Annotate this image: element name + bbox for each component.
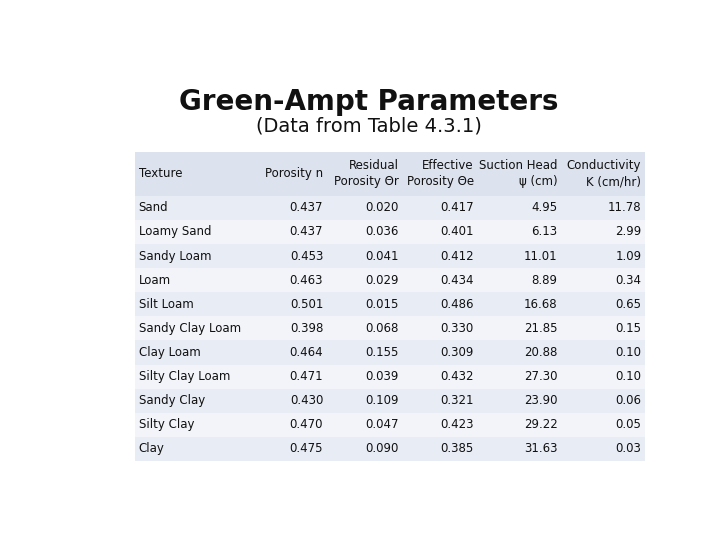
Text: 6.13: 6.13 — [531, 226, 557, 239]
Text: Silty Clay Loam: Silty Clay Loam — [138, 370, 230, 383]
Text: Residual
Porosity Θr: Residual Porosity Θr — [333, 159, 399, 188]
Text: 0.036: 0.036 — [365, 226, 399, 239]
Text: Porosity n: Porosity n — [265, 167, 323, 180]
Text: 0.453: 0.453 — [290, 249, 323, 262]
Text: 29.22: 29.22 — [524, 418, 557, 431]
Bar — [135, 292, 645, 316]
Bar — [135, 364, 645, 389]
Text: 1.09: 1.09 — [615, 249, 642, 262]
Text: Clay Loam: Clay Loam — [138, 346, 200, 359]
Text: 20.88: 20.88 — [524, 346, 557, 359]
Text: 0.155: 0.155 — [365, 346, 399, 359]
Text: Conductivity
K (cm/hr): Conductivity K (cm/hr) — [567, 159, 642, 188]
Bar — [135, 413, 645, 437]
Text: 11.01: 11.01 — [524, 249, 557, 262]
Text: 0.486: 0.486 — [441, 298, 474, 311]
Text: 0.109: 0.109 — [365, 394, 399, 407]
Text: 4.95: 4.95 — [531, 201, 557, 214]
Text: 0.090: 0.090 — [365, 442, 399, 456]
Bar — [135, 316, 645, 341]
Text: 0.15: 0.15 — [616, 322, 642, 335]
Text: Effective
Porosity Θe: Effective Porosity Θe — [407, 159, 474, 188]
Text: 0.437: 0.437 — [289, 226, 323, 239]
Bar — [135, 341, 645, 364]
Text: Loam: Loam — [138, 274, 171, 287]
Bar — [135, 389, 645, 413]
Text: Sandy Loam: Sandy Loam — [138, 249, 211, 262]
Text: Sandy Clay: Sandy Clay — [138, 394, 204, 407]
Text: 0.401: 0.401 — [441, 226, 474, 239]
Text: 0.501: 0.501 — [290, 298, 323, 311]
Text: 0.015: 0.015 — [365, 298, 399, 311]
Text: 16.68: 16.68 — [524, 298, 557, 311]
Text: 0.06: 0.06 — [616, 394, 642, 407]
Text: Clay: Clay — [138, 442, 164, 456]
Text: 0.432: 0.432 — [441, 370, 474, 383]
Text: Silt Loam: Silt Loam — [138, 298, 193, 311]
Bar — [135, 220, 645, 244]
Text: Suction Head
ψ (cm): Suction Head ψ (cm) — [479, 159, 557, 188]
Text: 2.99: 2.99 — [615, 226, 642, 239]
Bar — [135, 196, 645, 220]
Text: 0.068: 0.068 — [365, 322, 399, 335]
Text: 0.041: 0.041 — [365, 249, 399, 262]
Text: 0.423: 0.423 — [441, 418, 474, 431]
Bar — [135, 152, 645, 196]
Bar — [135, 437, 645, 461]
Text: 11.78: 11.78 — [608, 201, 642, 214]
Text: 0.10: 0.10 — [616, 370, 642, 383]
Text: 0.65: 0.65 — [616, 298, 642, 311]
Text: 23.90: 23.90 — [524, 394, 557, 407]
Text: 0.03: 0.03 — [616, 442, 642, 456]
Text: 27.30: 27.30 — [524, 370, 557, 383]
Text: 0.05: 0.05 — [616, 418, 642, 431]
Text: 0.470: 0.470 — [289, 418, 323, 431]
Text: 0.437: 0.437 — [289, 201, 323, 214]
Text: 0.330: 0.330 — [441, 322, 474, 335]
Text: 0.385: 0.385 — [441, 442, 474, 456]
Text: 21.85: 21.85 — [524, 322, 557, 335]
Text: 0.029: 0.029 — [365, 274, 399, 287]
Text: (Data from Table 4.3.1): (Data from Table 4.3.1) — [256, 117, 482, 136]
Text: 0.475: 0.475 — [289, 442, 323, 456]
Text: Sandy Clay Loam: Sandy Clay Loam — [138, 322, 240, 335]
Text: Green-Ampt Parameters: Green-Ampt Parameters — [179, 87, 559, 116]
Text: 0.321: 0.321 — [441, 394, 474, 407]
Text: 0.464: 0.464 — [289, 346, 323, 359]
Bar — [135, 244, 645, 268]
Text: 0.434: 0.434 — [441, 274, 474, 287]
Text: 0.34: 0.34 — [616, 274, 642, 287]
Text: Silty Clay: Silty Clay — [138, 418, 194, 431]
Text: 0.309: 0.309 — [441, 346, 474, 359]
Text: Loamy Sand: Loamy Sand — [138, 226, 211, 239]
Bar — [135, 268, 645, 292]
Text: 0.412: 0.412 — [440, 249, 474, 262]
Text: 0.020: 0.020 — [365, 201, 399, 214]
Text: 0.417: 0.417 — [440, 201, 474, 214]
Text: 0.471: 0.471 — [289, 370, 323, 383]
Text: 0.398: 0.398 — [290, 322, 323, 335]
Text: Texture: Texture — [138, 167, 182, 180]
Text: 0.047: 0.047 — [365, 418, 399, 431]
Text: 8.89: 8.89 — [531, 274, 557, 287]
Text: 0.039: 0.039 — [365, 370, 399, 383]
Text: 0.430: 0.430 — [290, 394, 323, 407]
Text: 31.63: 31.63 — [524, 442, 557, 456]
Text: 0.463: 0.463 — [289, 274, 323, 287]
Text: 0.10: 0.10 — [616, 346, 642, 359]
Text: Sand: Sand — [138, 201, 168, 214]
